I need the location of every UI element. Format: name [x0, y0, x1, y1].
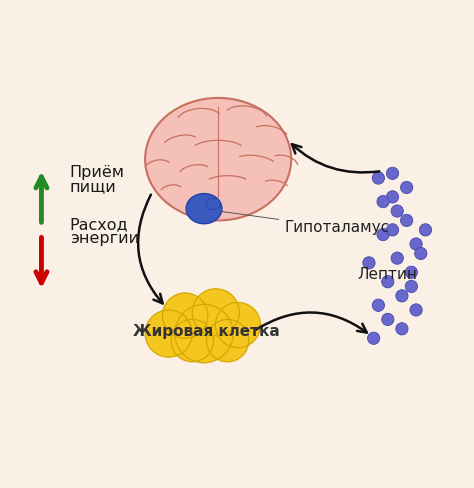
Circle shape — [415, 247, 427, 260]
Text: Лептин: Лептин — [357, 267, 417, 282]
Ellipse shape — [206, 198, 220, 210]
Ellipse shape — [145, 98, 291, 221]
Circle shape — [386, 167, 399, 180]
Circle shape — [410, 238, 422, 250]
Circle shape — [215, 303, 261, 347]
Circle shape — [405, 266, 418, 278]
Circle shape — [171, 319, 213, 362]
Circle shape — [382, 313, 394, 325]
Circle shape — [206, 319, 249, 362]
Text: энергии: энергии — [70, 231, 139, 246]
Circle shape — [391, 205, 403, 217]
Circle shape — [419, 224, 432, 236]
Circle shape — [396, 290, 408, 302]
Circle shape — [386, 191, 399, 203]
Circle shape — [401, 214, 413, 226]
Text: Жировая клетка: Жировая клетка — [133, 324, 280, 339]
Circle shape — [382, 276, 394, 288]
Circle shape — [396, 323, 408, 335]
Text: Расход: Расход — [70, 217, 128, 232]
Circle shape — [175, 305, 233, 363]
Circle shape — [192, 289, 239, 336]
Circle shape — [363, 257, 375, 269]
Text: Приём: Приём — [70, 165, 125, 181]
Circle shape — [367, 332, 380, 345]
Circle shape — [372, 172, 384, 184]
Circle shape — [145, 310, 192, 357]
Circle shape — [401, 182, 413, 194]
Ellipse shape — [186, 194, 222, 224]
Circle shape — [163, 293, 208, 338]
Circle shape — [410, 304, 422, 316]
Text: пищи: пищи — [70, 180, 117, 195]
Circle shape — [377, 228, 389, 241]
Circle shape — [386, 224, 399, 236]
Circle shape — [377, 196, 389, 208]
Text: Гипоталамус: Гипоталамус — [221, 211, 389, 235]
Circle shape — [372, 299, 384, 311]
Circle shape — [405, 280, 418, 292]
Circle shape — [391, 252, 403, 264]
